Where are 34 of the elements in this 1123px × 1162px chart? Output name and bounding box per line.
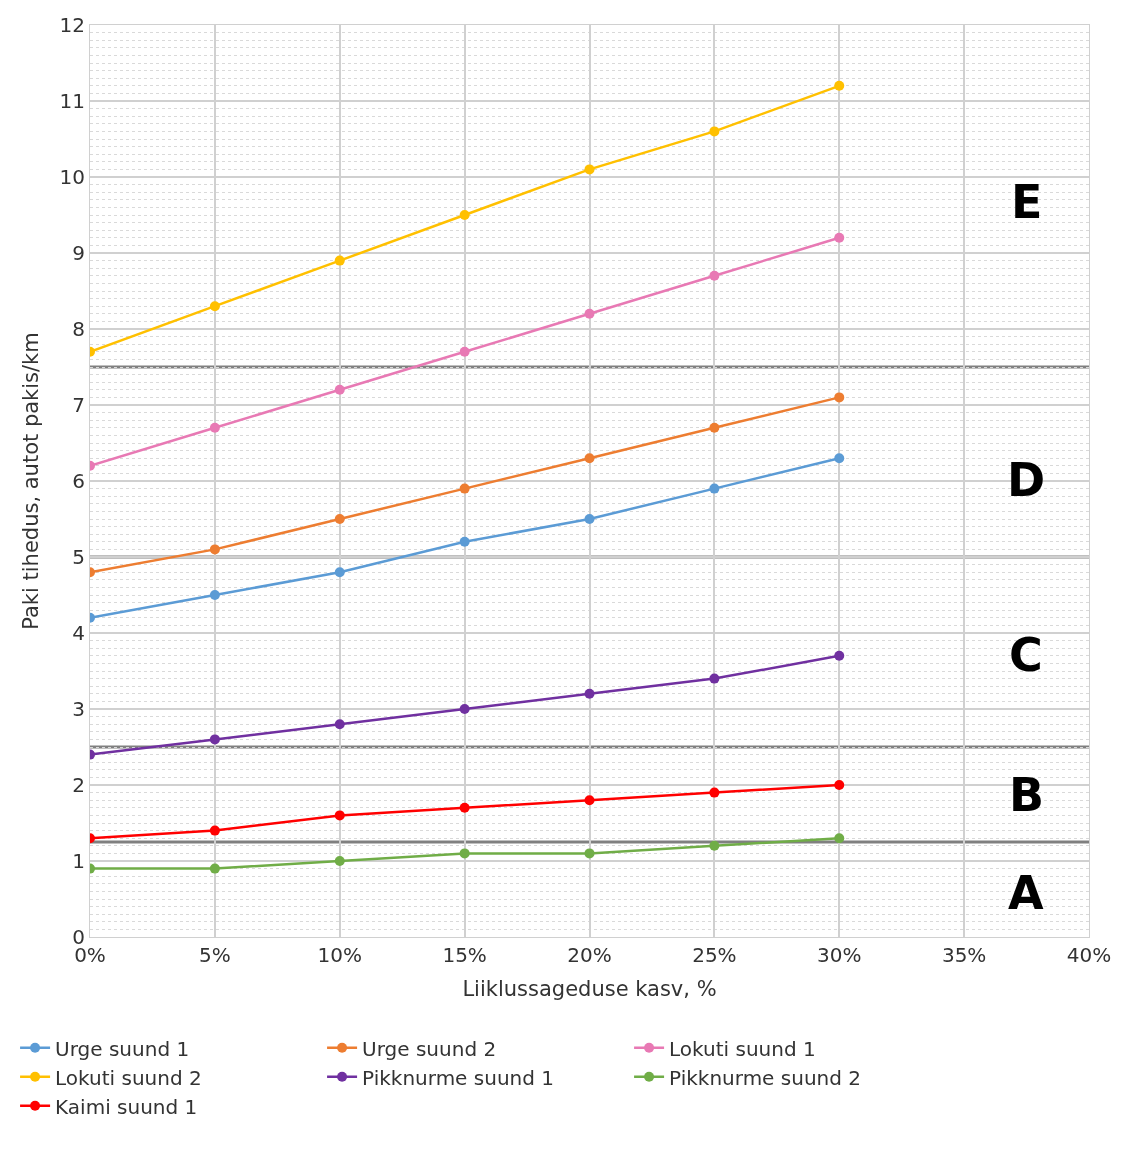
x-tick-label: 15% — [442, 943, 487, 967]
x-tick-label: 30% — [817, 943, 862, 967]
y-tick-label: 11 — [59, 89, 85, 113]
y-axis-title: Paki tihedus, autot pakis/km — [18, 332, 43, 630]
x-tick-label: 35% — [941, 943, 987, 967]
x-tick-label: 40% — [1066, 943, 1112, 967]
y-tick-label: 4 — [72, 621, 85, 645]
annotation: E — [1011, 175, 1043, 229]
annotation: A — [1008, 866, 1044, 920]
x-axis-title: Liiklussageduse kasv, % — [462, 977, 717, 1002]
x-tick-label: 10% — [317, 943, 362, 967]
y-tick-label: 8 — [72, 317, 85, 341]
y-tick-label: 9 — [72, 241, 85, 265]
x-tick-label: 5% — [199, 943, 231, 967]
legend-label: Pikknurme suund 1 — [362, 1065, 555, 1090]
y-tick-label: 6 — [72, 469, 85, 493]
x-tick-label: 25% — [692, 943, 737, 967]
y-tick-label: 5 — [72, 545, 85, 569]
annotation: C — [1009, 628, 1043, 682]
legend-label: Lokuti suund 1 — [669, 1036, 816, 1061]
y-tick-label: 7 — [72, 393, 85, 417]
legend-label: Urge suund 1 — [55, 1036, 190, 1061]
annotation: B — [1009, 768, 1045, 822]
y-tick-label: 2 — [72, 773, 85, 797]
y-tick-label: 10 — [59, 165, 85, 189]
y-tick-label: 12 — [59, 13, 85, 37]
y-tick-label: 1 — [72, 849, 85, 873]
legend-label: Kaimi suund 1 — [55, 1094, 198, 1119]
legend-label: Pikknurme suund 2 — [669, 1065, 862, 1090]
annotation: D — [1007, 453, 1046, 507]
legend-label: Urge suund 2 — [362, 1036, 497, 1061]
legend-label: Lokuti suund 2 — [55, 1065, 202, 1090]
x-tick-label: 20% — [567, 943, 612, 967]
y-tick-label: 3 — [72, 697, 85, 721]
